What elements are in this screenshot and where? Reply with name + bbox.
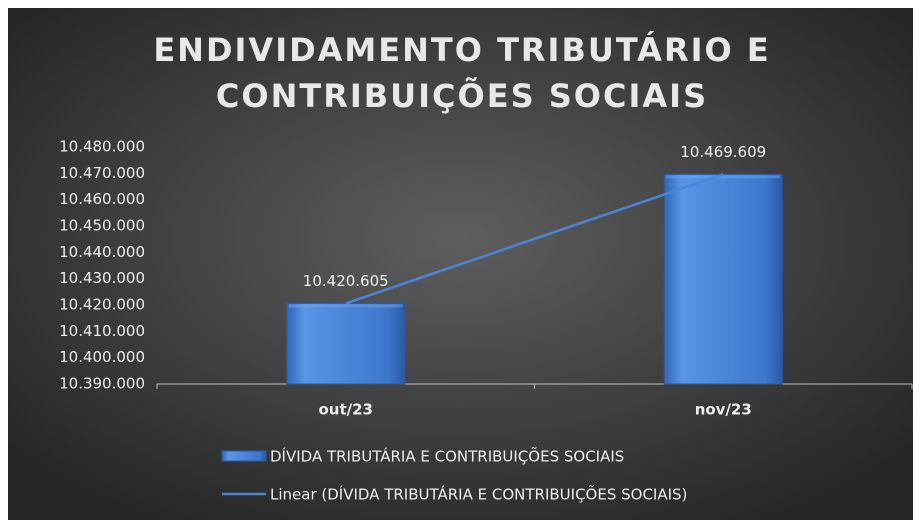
y-tick-label: 10.460.000 <box>59 190 145 208</box>
value-label: 10.469.609 <box>680 143 766 161</box>
y-tick-label: 10.470.000 <box>59 164 145 182</box>
legend-swatch <box>221 450 267 462</box>
y-tick-label: 10.400.000 <box>59 348 145 366</box>
trendline <box>345 173 724 305</box>
y-tick-label: 10.430.000 <box>59 269 145 287</box>
chart-title-line: ENDIVIDAMENTO TRIBUTÁRIO E <box>153 31 770 69</box>
x-tick-label: out/23 <box>318 401 373 419</box>
bar-highlight <box>666 175 781 179</box>
y-tick-label: 10.450.000 <box>59 217 145 235</box>
value-label: 10.420.605 <box>303 272 389 290</box>
x-tick-label: nov/23 <box>695 401 752 419</box>
y-tick-label: 10.420.000 <box>59 296 145 314</box>
y-tick-label: 10.410.000 <box>59 322 145 340</box>
y-tick-label: 10.480.000 <box>59 138 145 156</box>
bar <box>663 173 783 385</box>
bar <box>286 302 406 385</box>
y-tick-label: 10.440.000 <box>59 243 145 261</box>
chart-title-line: CONTRIBUIÇÕES SOCIAIS <box>216 76 708 115</box>
bar-highlight <box>288 304 403 308</box>
legend-label: Linear (DÍVIDA TRIBUTÁRIA E CONTRIBUIÇÕE… <box>270 485 687 504</box>
y-tick-label: 10.390.000 <box>59 375 145 393</box>
legend-label: DÍVIDA TRIBUTÁRIA E CONTRIBUIÇÕES SOCIAI… <box>270 447 624 466</box>
